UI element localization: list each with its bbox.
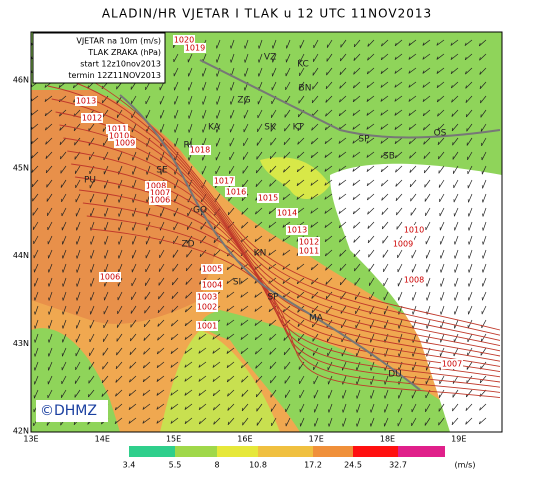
legend-line: VJETAR na 10m (m/s): [76, 37, 161, 46]
colorbar-label: 3.4: [123, 461, 136, 470]
city-label: VZ: [264, 53, 276, 63]
city-label: GO: [193, 206, 207, 216]
city-label: SK: [264, 123, 277, 133]
arrow-head: [147, 172, 148, 175]
colorbar-segment: [258, 446, 313, 457]
isobar-label: 1008: [404, 276, 424, 285]
isobar-label: 1006: [100, 273, 120, 282]
arrow-head: [35, 340, 36, 343]
lon-label: 15E: [166, 435, 181, 444]
isobar-label: 1009: [393, 240, 413, 249]
isobar-label: 1018: [190, 146, 210, 155]
lon-label: 13E: [23, 435, 38, 444]
isobar-label: 1011: [299, 247, 319, 256]
colorbar-label: 32.7: [389, 461, 407, 470]
colorbar-label: 17.2: [304, 461, 322, 470]
arrow-head: [245, 46, 246, 49]
city-label: SI: [233, 278, 241, 288]
arrow-head: [63, 284, 64, 287]
isobar-label: 1019: [185, 44, 205, 53]
arrow-head: [441, 284, 442, 287]
legend-line: termin 12Z11NOV2013: [68, 71, 161, 80]
lat-label: 43N: [13, 339, 29, 348]
colorbar-segment: [217, 446, 258, 457]
lon-label: 14E: [95, 435, 110, 444]
isobar-label: 1002: [197, 303, 217, 312]
isobar-label: 1010: [404, 226, 424, 235]
arrow-head: [371, 396, 372, 399]
isobar-label: 1017: [214, 177, 234, 186]
city-label: KC: [297, 60, 309, 70]
colorbar-label: 5.5: [169, 461, 182, 470]
colorbar-segment: [353, 446, 398, 457]
legend-line: TLAK ZRAKA (hPa): [87, 48, 161, 57]
city-label: PU: [84, 176, 96, 186]
arrow-head: [203, 116, 204, 119]
map: [31, 32, 502, 432]
lat-label: 44N: [13, 251, 29, 260]
arrow-head: [203, 102, 204, 105]
city-label: SP: [358, 135, 370, 145]
lon-label: 17E: [309, 435, 324, 444]
city-label: KN: [254, 249, 267, 259]
isobar-label: 1003: [197, 293, 217, 302]
isobar-label: 1009: [115, 139, 135, 148]
colorbar-unit: (m/s): [455, 461, 476, 470]
isobar-label: 1014: [277, 209, 297, 218]
lon-label: 16E: [237, 435, 252, 444]
title: ALADIN/HR VJETAR I TLAK u 12 UTC 11NOV20…: [102, 7, 432, 21]
isobar-label: 1006: [150, 196, 170, 205]
arrow-head: [455, 284, 456, 287]
city-label: ZG: [237, 96, 250, 106]
arrow-head: [119, 214, 120, 217]
lon-label: 18E: [380, 435, 395, 444]
arrow-head: [161, 158, 162, 161]
colorbar-label: 10.8: [249, 461, 267, 470]
arrow-head: [231, 60, 232, 63]
isobar-label: 1007: [442, 360, 462, 369]
isobar-label: 1012: [299, 238, 319, 247]
city-label: KA: [208, 123, 221, 133]
lon-label: 19E: [451, 435, 466, 444]
colorbar-segment: [129, 446, 175, 457]
arrow-head: [35, 326, 36, 329]
colorbar-segment: [175, 446, 217, 457]
arrow-head: [189, 116, 190, 119]
arrow-head: [77, 284, 78, 287]
city-label: RI: [184, 141, 193, 151]
arrow-head: [77, 270, 78, 273]
colorbar-segment: [313, 446, 353, 457]
legend-line: start 12z10nov2013: [80, 60, 161, 69]
lat-label: 45N: [13, 163, 29, 172]
isobar-label: 1005: [202, 265, 222, 274]
city-label: DU: [388, 370, 402, 380]
city-label: ZD: [181, 240, 194, 250]
arrow-head: [105, 228, 106, 231]
city-label: KT: [293, 123, 304, 133]
city-label: SB: [383, 152, 395, 162]
arrow-head: [119, 228, 120, 231]
colorbar-segment: [398, 446, 445, 457]
colorbar-label: 8: [214, 461, 219, 470]
city-label: SE: [156, 166, 168, 176]
isobar-label: 1016: [226, 188, 246, 197]
arrow-head: [399, 340, 400, 343]
isobar-label: 1013: [76, 97, 96, 106]
isobar-label: 1001: [197, 322, 217, 331]
credit: ©DHMZ: [40, 403, 97, 419]
isobar-label: 1015: [258, 194, 278, 203]
arrow-head: [483, 228, 484, 231]
city-label: SP: [267, 293, 279, 303]
isobar-label: 1004: [202, 281, 222, 290]
lat-label: 46N: [13, 76, 29, 85]
isobar-label: 1013: [287, 226, 307, 235]
city-label: MA: [309, 314, 324, 324]
colorbar-label: 24.5: [344, 461, 362, 470]
arrow-head: [245, 60, 246, 63]
city-label: BN: [299, 84, 312, 94]
city-label: OS: [434, 129, 447, 139]
isobar-label: 1012: [82, 114, 102, 123]
arrow-head: [357, 396, 358, 399]
